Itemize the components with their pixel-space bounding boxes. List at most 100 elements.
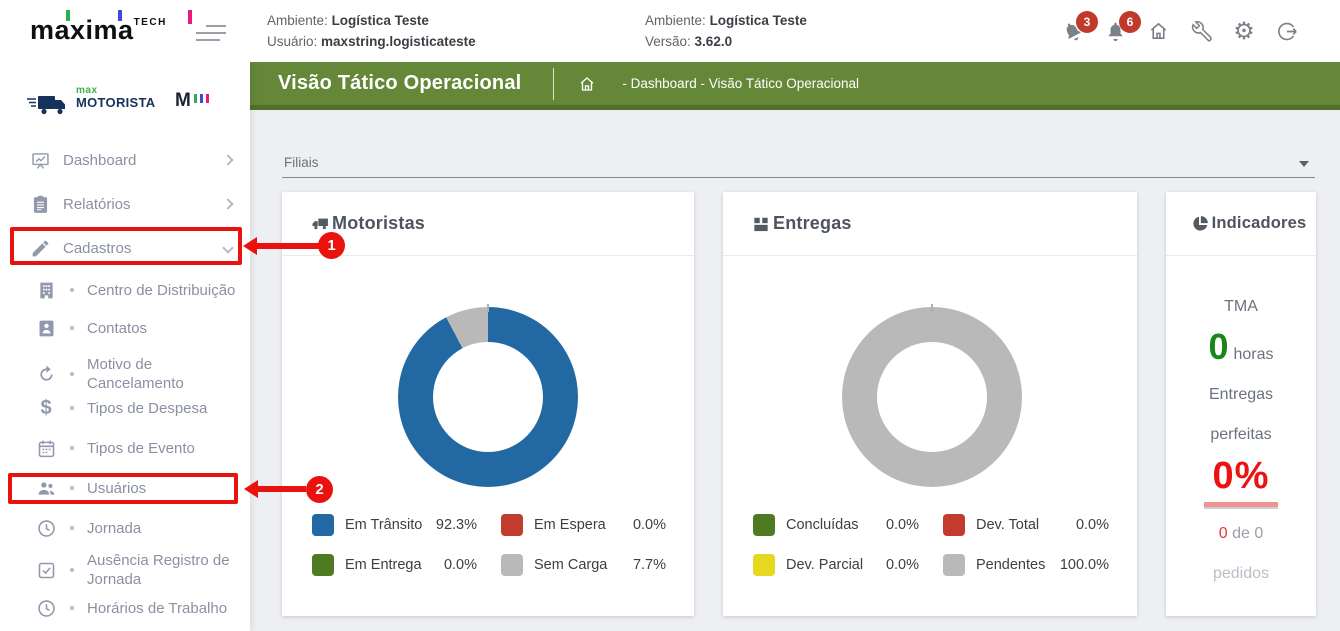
packages-icon [751,214,771,234]
motoristas-card-header: Motoristas [282,192,694,256]
legend-item: Pendentes 100.0% [943,554,1123,576]
mini-tick-green [193,94,197,103]
ambiente-label: Ambiente: [267,13,328,28]
perfect-deliveries-label-2: perfeitas [1210,426,1272,443]
menu-toggle-icon[interactable] [196,20,226,42]
filiais-select[interactable]: Filiais [282,146,1315,178]
logo-tick-green [66,10,70,21]
page-title-bar: Visão Tático Operacional - Dashboard - V… [250,62,1340,110]
bullet-dot [70,568,74,572]
dropdown-caret-icon [1299,161,1309,167]
usuario-label: Usuário: [267,34,318,49]
chevron-right-icon [222,154,234,166]
card-title: Motoristas [332,213,426,233]
bullet-dot [70,288,74,292]
legend-item: Sem Carga 7.7% [501,554,680,576]
breadcrumb-home-icon[interactable] [578,75,596,93]
sidebar-item-centro-distribuicao[interactable]: Centro de Distribuição [0,264,250,316]
contact-card-icon [35,316,57,340]
logout-icon[interactable] [1274,18,1300,44]
sidebar-item-horarios-trabalho[interactable]: Horários de Trabalho [0,588,250,628]
percent-progress-bar [1204,502,1278,509]
usuario-value: maxstring.logisticateste [321,34,476,49]
perfect-deliveries-label-1: Entregas [1208,386,1274,403]
motoristas-donut-chart [398,304,578,487]
wrench-icon[interactable] [1188,18,1214,44]
ambiente-label-2: Ambiente: [645,13,706,28]
indicadores-body: TMA 0 horas Entregas perfeitas 0% 0 de 0… [1166,256,1316,583]
legend-swatch [943,514,965,536]
sidebar-item-jornada[interactable]: Jornada [0,508,250,548]
versao-value: 3.62.0 [694,34,733,49]
dashboard-icon [28,148,52,172]
sidebar-item-motivo-cancelamento[interactable]: Motivo de Cancelamento [0,348,250,400]
home-icon[interactable] [1145,18,1171,44]
entregas-card: Entregas Concluídas 0.0% Dev. Total 0.0%… [723,192,1137,616]
bullet-dot [70,406,74,410]
pencil-icon [28,236,52,260]
tma-value-row: 0 horas [1208,329,1274,365]
donut-hole [877,342,987,452]
card-title: Entregas [773,213,852,233]
legend-item: Em Entrega 0.0% [312,554,491,576]
logo-tick-blue [118,10,122,21]
sidebar-item-usuarios[interactable]: Usuários [0,468,250,508]
legend-swatch [753,554,775,576]
settings-gear-icon[interactable]: ⚙ [1233,17,1255,45]
sidebar-item-cadastros[interactable]: Cadastros [0,226,250,270]
building-icon [35,278,57,302]
ambiente-value-2: Logística Teste [709,13,807,28]
sidebar-item-tipos-evento[interactable]: Tipos de Evento [0,428,250,468]
notifications-bell-icon[interactable]: 6 [1102,11,1141,44]
annotation-box-cadastros [10,227,242,265]
versao-label: Versão: [645,34,691,49]
sidebar-item-contatos[interactable]: Contatos [0,308,250,348]
dollar-icon: $ [40,396,52,419]
brand-suffix: TECH [133,17,167,28]
logo-tick-pink [188,10,192,24]
announcements-icon[interactable]: 3 [1059,11,1098,44]
maximatech-logo: maximaTECH [30,10,220,49]
entregas-legend: Concluídas 0.0% Dev. Total 0.0% Dev. Par… [753,514,1123,576]
undo-icon [35,362,57,386]
card-title: Indicadores [1211,214,1307,232]
notifications-badge: 6 [1119,11,1141,33]
calendar-icon [35,436,57,460]
annotation-box-usuarios [8,473,238,504]
maxmotorista-wordmark: max MOTORISTA [76,85,156,110]
clock-icon [35,596,57,620]
legend-swatch [312,514,334,536]
page-title: Visão Tático Operacional [278,72,522,94]
sidebar-item-relatorios[interactable]: Relatórios [0,182,250,226]
titlebar-divider [553,67,555,100]
sidebar-item-dashboard[interactable]: Dashboard [0,138,250,182]
annotation-arrow-2 [244,480,306,498]
orders-ratio: 0 de 0 [1218,525,1264,542]
logo-prefix: max [76,85,98,96]
annotation-badge-1: 1 [318,232,345,259]
sidebar-item-ausencia-registro[interactable]: Ausência Registro de Jornada [0,544,250,596]
users-icon [35,476,57,500]
ambiente-value: Logística Teste [331,13,429,28]
bullet-dot [70,372,74,376]
sidebar: max MOTORISTA M Dashboard Relatórios Cad… [0,62,250,631]
announcements-badge: 3 [1076,11,1098,33]
donut-tick [487,304,489,312]
annotation-badge-2: 2 [306,476,333,503]
legend-item: Concluídas 0.0% [753,514,933,536]
logo-name: MOTORISTA [76,95,156,110]
legend-item: Dev. Total 0.0% [943,514,1123,536]
motoristas-card: Motoristas Em Trânsito 92.3% Em Espera 0… [282,192,694,616]
perfect-deliveries-percent: 0% [1212,455,1270,497]
mini-tick-blue [199,94,203,103]
tma-unit: horas [1233,346,1274,363]
environment-info-block: Ambiente: Logística Teste Usuário: maxst… [267,10,476,52]
sidebar-item-tipos-despesa[interactable]: $ Tipos de Despesa [0,388,250,428]
motoristas-legend: Em Trânsito 92.3% Em Espera 0.0% Em Entr… [312,514,680,576]
reports-icon [28,192,52,216]
mini-m-logo: M [175,91,209,110]
bullet-dot [70,526,74,530]
entregas-card-header: Entregas [723,192,1137,256]
legend-item: Dev. Parcial 0.0% [753,554,933,576]
